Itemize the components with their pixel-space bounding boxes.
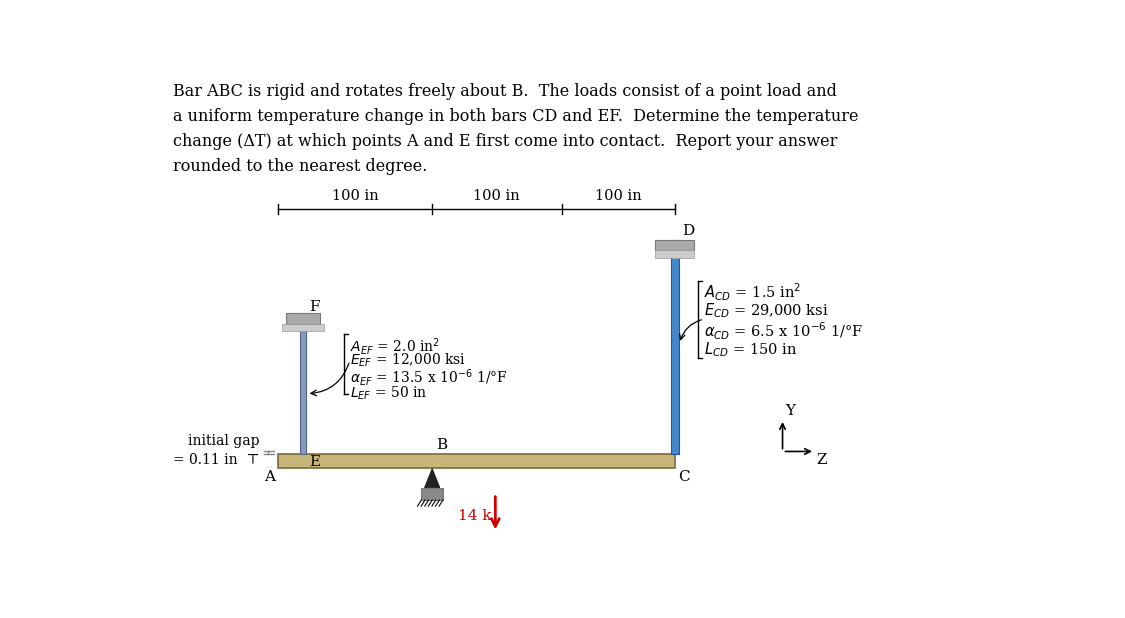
Text: $E_{CD}$ = 29,000 ksi: $E_{CD}$ = 29,000 ksi: [704, 302, 829, 320]
Text: $A_{CD}$ = 1.5 in$^2$: $A_{CD}$ = 1.5 in$^2$: [704, 282, 801, 303]
Text: D: D: [682, 224, 694, 238]
Text: C: C: [678, 470, 690, 484]
Text: E: E: [309, 455, 321, 469]
FancyBboxPatch shape: [278, 454, 675, 468]
Text: Z: Z: [817, 453, 827, 467]
Polygon shape: [424, 468, 440, 488]
Text: $L_{CD}$ = 150 in: $L_{CD}$ = 150 in: [704, 341, 798, 359]
Text: Bar ABC is rigid and rotates freely about B.  The loads consist of a point load : Bar ABC is rigid and rotates freely abou…: [173, 83, 858, 175]
FancyBboxPatch shape: [281, 324, 324, 331]
FancyBboxPatch shape: [299, 313, 306, 454]
Text: $A_{EF}$ = 2.0 in$^2$: $A_{EF}$ = 2.0 in$^2$: [350, 336, 440, 357]
FancyBboxPatch shape: [656, 250, 694, 258]
FancyBboxPatch shape: [670, 240, 678, 454]
Text: $\alpha_{EF}$ = 13.5 x 10$^{-6}$ 1/°F: $\alpha_{EF}$ = 13.5 x 10$^{-6}$ 1/°F: [350, 366, 507, 387]
Text: $\alpha_{CD}$ = 6.5 x 10$^{-6}$ 1/°F: $\alpha_{CD}$ = 6.5 x 10$^{-6}$ 1/°F: [704, 321, 864, 342]
Text: F: F: [309, 300, 319, 315]
Text: 14 k: 14 k: [458, 509, 492, 523]
Text: initial gap
= 0.11 in  ⊤: initial gap = 0.11 in ⊤: [173, 434, 260, 467]
FancyBboxPatch shape: [656, 240, 694, 250]
Text: $L_{EF}$ = 50 in: $L_{EF}$ = 50 in: [350, 384, 428, 402]
Text: 100 in: 100 in: [595, 188, 641, 203]
Text: B: B: [436, 438, 447, 452]
Text: 100 in: 100 in: [332, 188, 378, 203]
Text: 100 in: 100 in: [474, 188, 520, 203]
Text: A: A: [264, 470, 276, 484]
FancyBboxPatch shape: [422, 488, 443, 500]
Text: Y: Y: [785, 404, 795, 418]
FancyBboxPatch shape: [286, 313, 321, 324]
Text: $E_{EF}$ = 12,000 ksi: $E_{EF}$ = 12,000 ksi: [350, 352, 466, 369]
